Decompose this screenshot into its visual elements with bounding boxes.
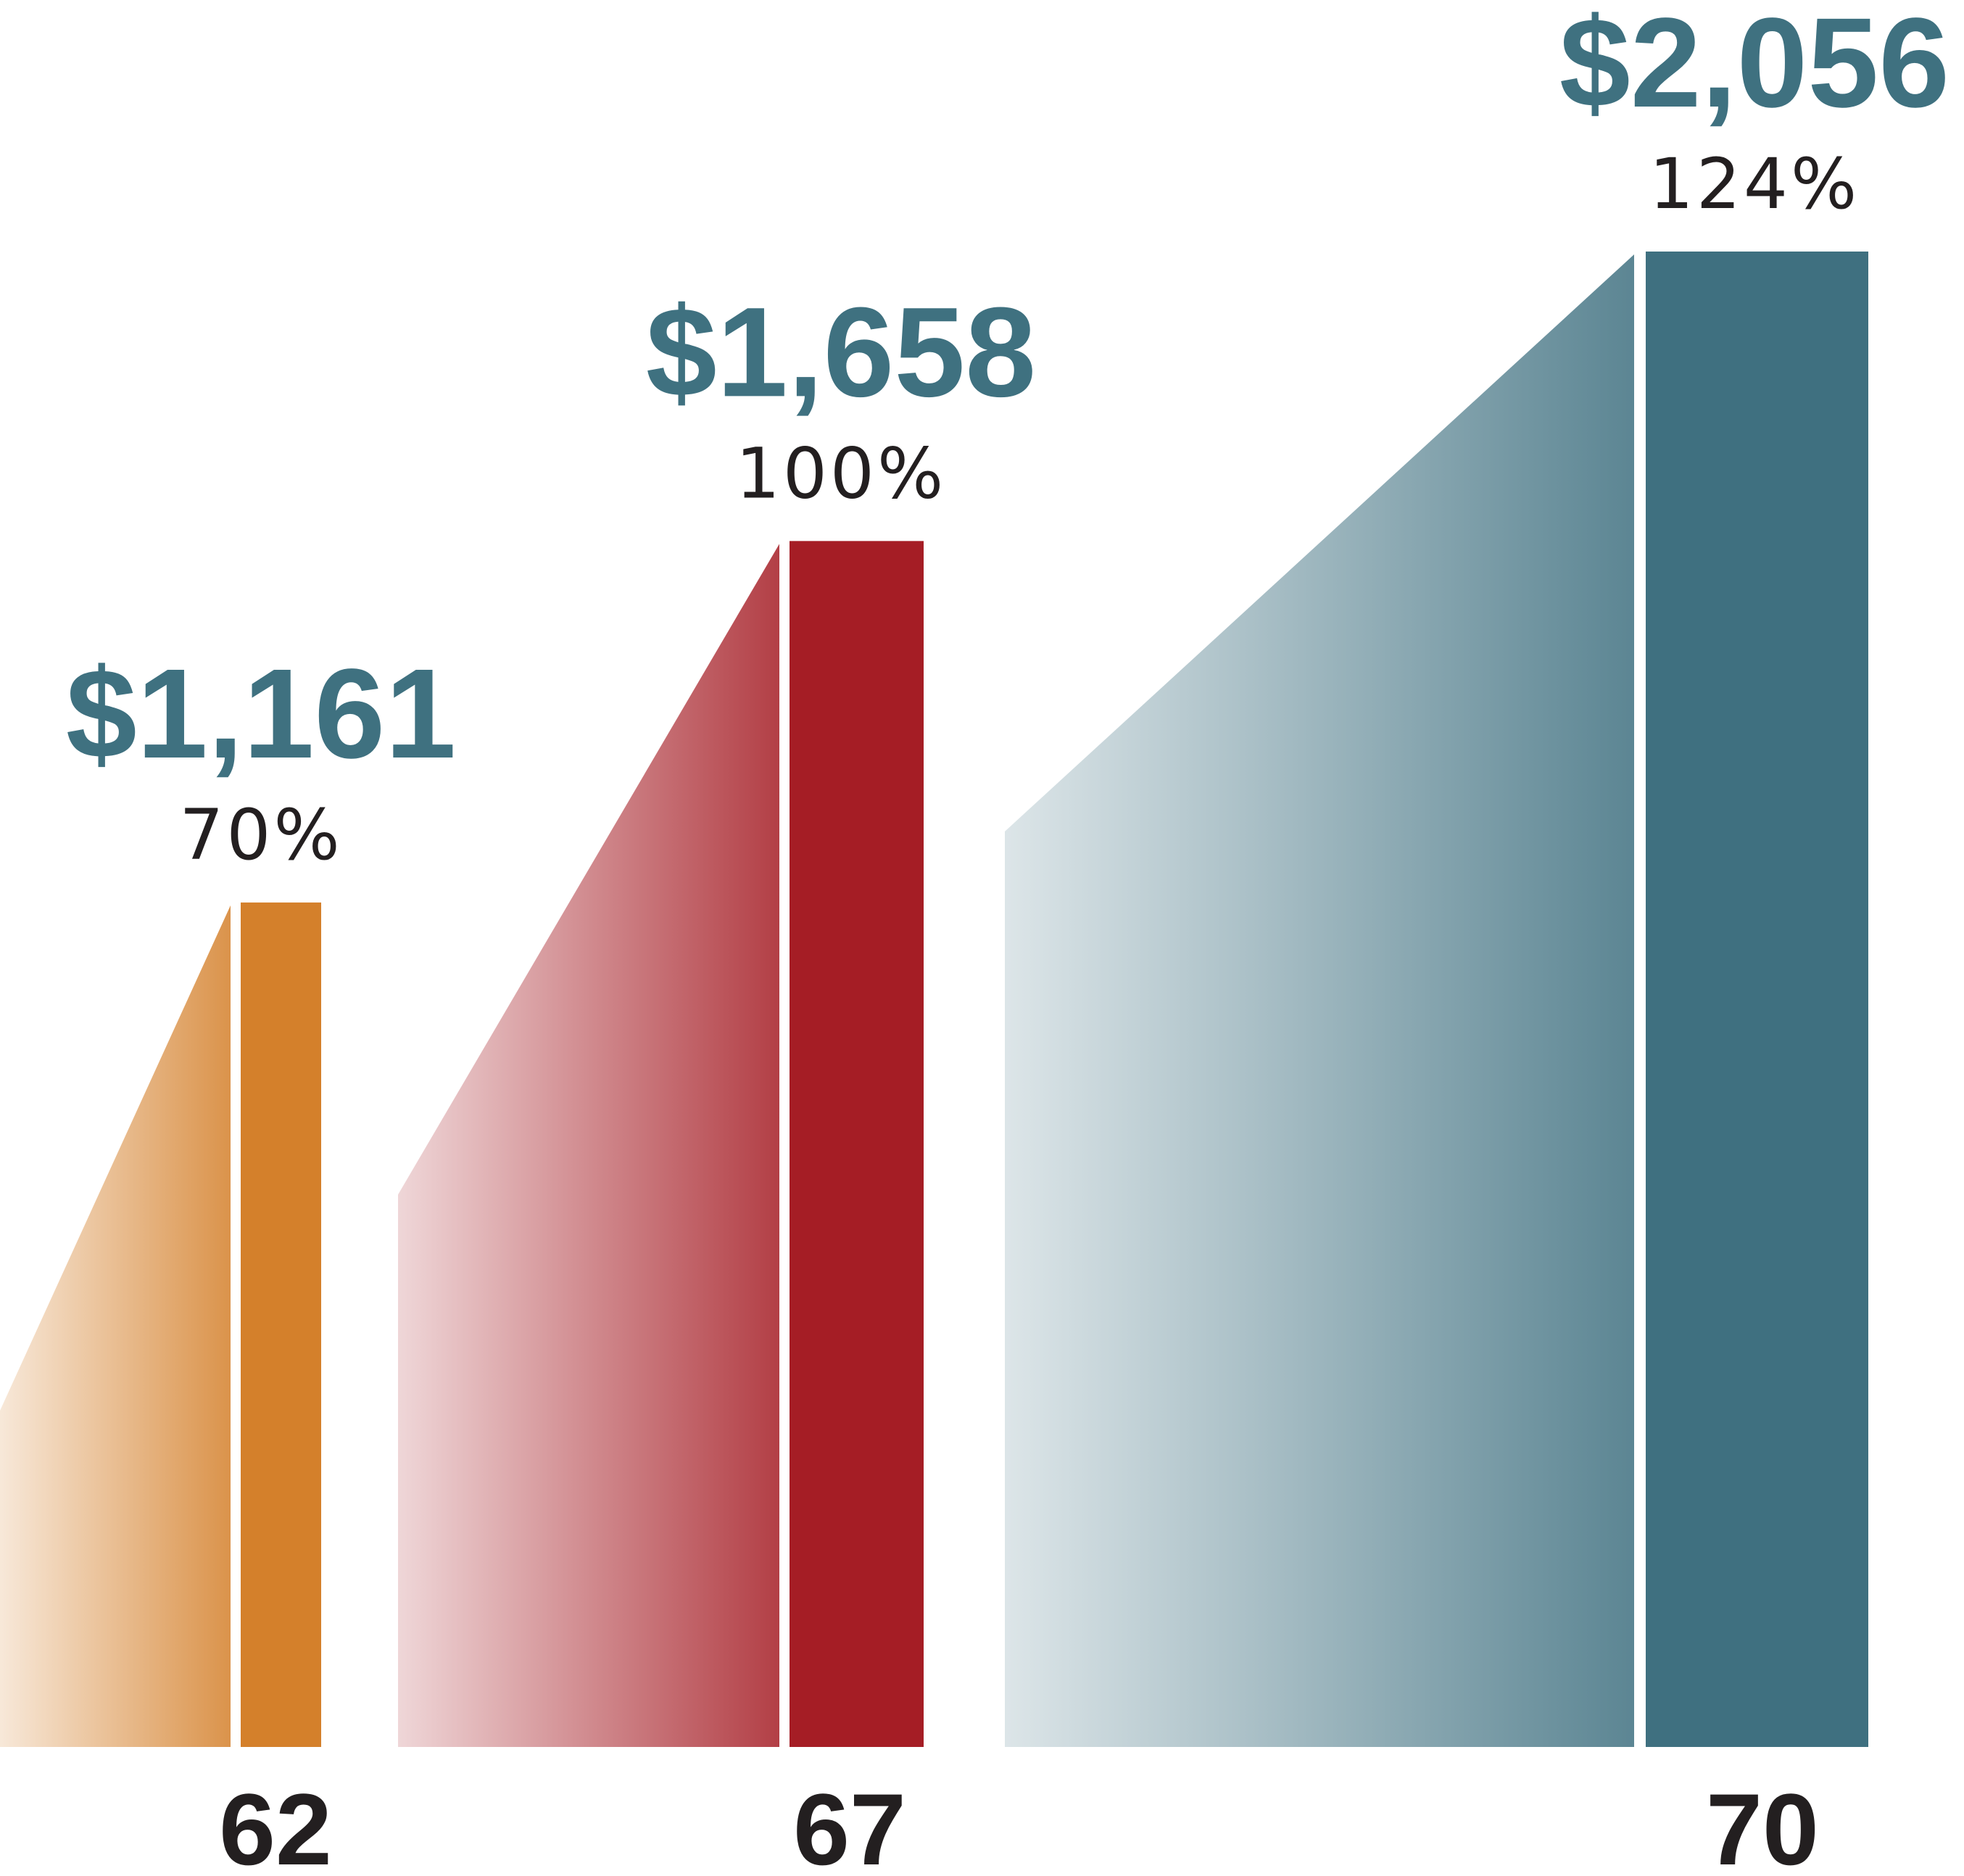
amount-label-67: $1,658 [646, 281, 1036, 423]
category-label-62: 62 [219, 1772, 332, 1876]
bar-67 [790, 541, 924, 1748]
percent-label-62: 70% [179, 794, 342, 876]
ramp-67 [398, 544, 779, 1748]
bar-70 [1646, 252, 1868, 1747]
ramp-70 [1005, 254, 1634, 1747]
bar-62 [241, 902, 321, 1747]
category-label-67: 67 [793, 1772, 906, 1876]
amount-label-62: $1,161 [66, 643, 456, 785]
percent-label-70: 124% [1649, 144, 1860, 225]
category-label-70: 70 [1706, 1772, 1819, 1876]
percent-label-67: 100% [736, 433, 946, 514]
amount-label-70: $2,056 [1559, 0, 1950, 134]
ramp-62 [0, 905, 231, 1747]
